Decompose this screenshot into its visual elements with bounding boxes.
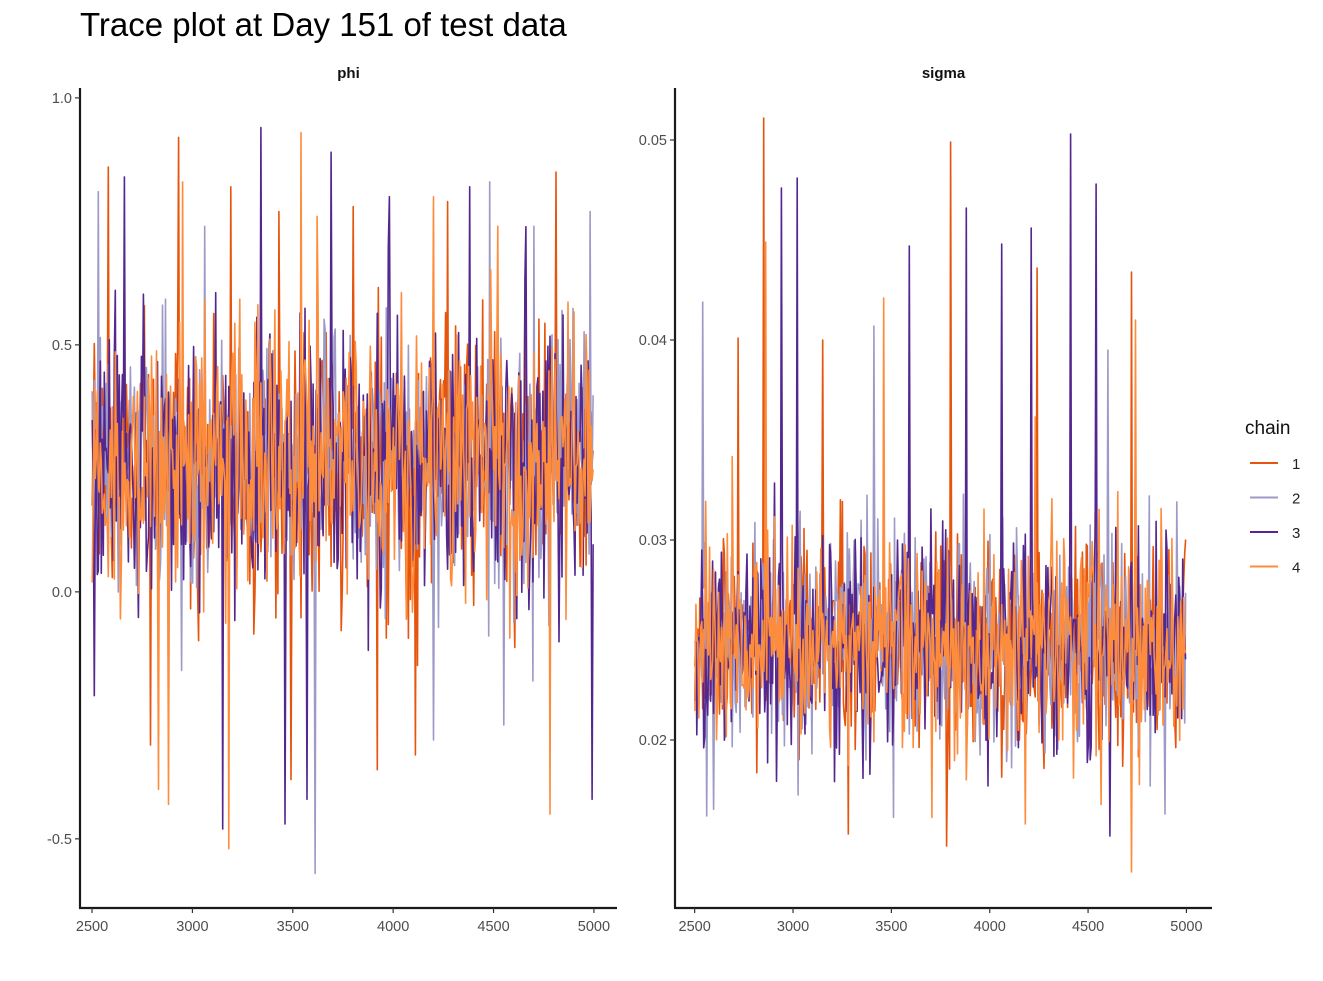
legend: chain 1 2 3 4 [1245, 418, 1300, 577]
chart-title: Trace plot at Day 151 of test data [80, 6, 567, 43]
x-tick-label: 2500 [76, 919, 108, 935]
panel-title: sigma [922, 65, 966, 82]
legend-label-chain-2: 2 [1292, 491, 1300, 508]
x-tick-label: 4000 [974, 919, 1006, 935]
x-tick-label: 5000 [578, 919, 610, 935]
legend-label-chain-4: 4 [1292, 560, 1300, 577]
y-tick-label: 0.05 [639, 133, 667, 149]
x-tick-label: 3000 [777, 919, 809, 935]
y-tick-label: -0.5 [47, 832, 72, 848]
y-tick-label: 0.5 [52, 338, 72, 354]
x-tick-label: 5000 [1170, 919, 1202, 935]
panel-phi: phi 1.0 0.5 0.0 -0.5 2500 3000 3500 4000 4500 5000 [47, 65, 617, 935]
y-tick-label: 1.0 [52, 91, 72, 107]
x-tick-label: 4500 [1072, 919, 1104, 935]
y-tick-label: 0.04 [639, 333, 667, 349]
legend-label-chain-3: 3 [1292, 525, 1300, 542]
x-tick-label: 2500 [679, 919, 711, 935]
x-tick-label: 3000 [176, 919, 208, 935]
panel-sigma: sigma 0.05 0.04 0.03 0.02 2500 3000 3500 4000 450… [639, 65, 1212, 935]
y-tick-label: 0.03 [639, 533, 667, 549]
trace-line-chain-4 [91, 131, 594, 850]
trace-lines [694, 117, 1187, 873]
x-tick-label: 4500 [477, 919, 509, 935]
legend-label-chain-1: 1 [1292, 456, 1300, 473]
x-tick-label: 3500 [875, 919, 907, 935]
trace-lines [91, 126, 594, 875]
x-tick-label: 3500 [277, 919, 309, 935]
x-tick-label: 4000 [377, 919, 409, 935]
panel-title: phi [337, 65, 360, 82]
y-tick-label: 0.0 [52, 585, 72, 601]
legend-title: chain [1245, 418, 1290, 439]
y-tick-label: 0.02 [639, 733, 667, 749]
trace-line-chain-4 [694, 241, 1187, 873]
